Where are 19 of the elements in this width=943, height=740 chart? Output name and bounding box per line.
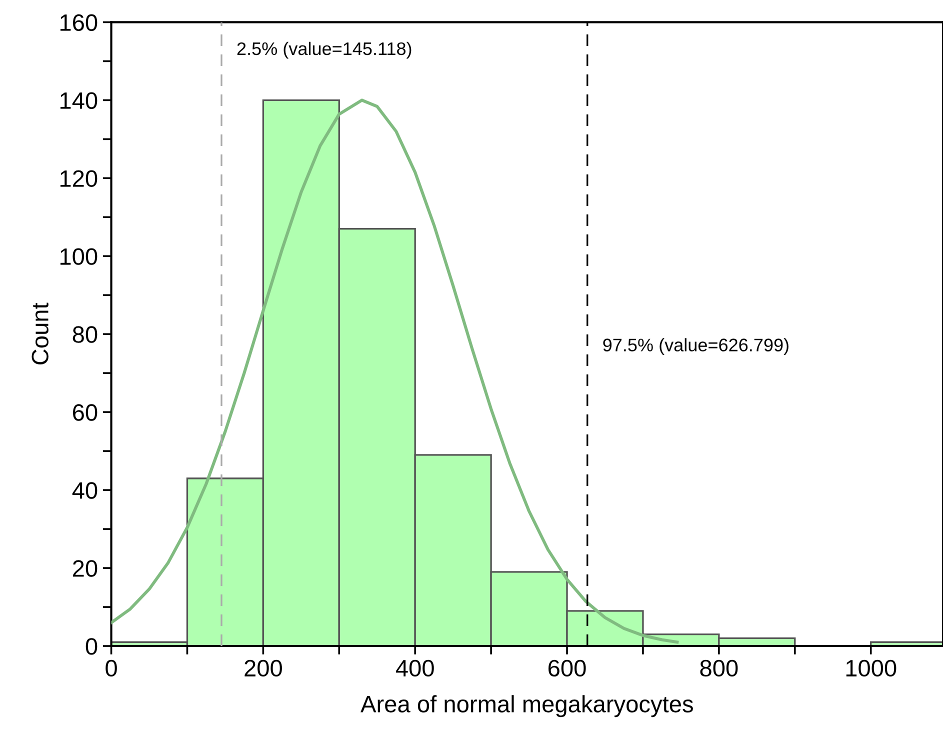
y-tick-label: 80 bbox=[72, 326, 98, 343]
x-tick-label: 800 bbox=[700, 660, 738, 677]
ref-line-label: 97.5% (value=626.799) bbox=[603, 338, 788, 355]
x-axis-title: Area of normal megakaryocytes bbox=[360, 695, 693, 718]
y-tick-label: 20 bbox=[73, 560, 98, 577]
ref-line-label: 2.5% (value=145.118) bbox=[237, 42, 412, 59]
y-tick-label: 0 bbox=[86, 638, 98, 655]
y-tick-label: 160 bbox=[60, 14, 98, 31]
x-tick-label: 400 bbox=[396, 660, 434, 677]
x-tick-label: 1000 bbox=[846, 660, 896, 677]
x-tick-label: 0 bbox=[106, 660, 117, 677]
x-tick-label: 200 bbox=[244, 660, 282, 677]
y-tick-label: 60 bbox=[73, 404, 98, 421]
y-tick-label: 120 bbox=[60, 170, 98, 187]
y-tick-label: 140 bbox=[60, 92, 98, 109]
x-tick-label: 600 bbox=[548, 660, 586, 677]
y-tick-label: 100 bbox=[60, 248, 98, 265]
y-axis-title: Count bbox=[32, 302, 48, 364]
y-tick-label: 40 bbox=[72, 482, 98, 499]
